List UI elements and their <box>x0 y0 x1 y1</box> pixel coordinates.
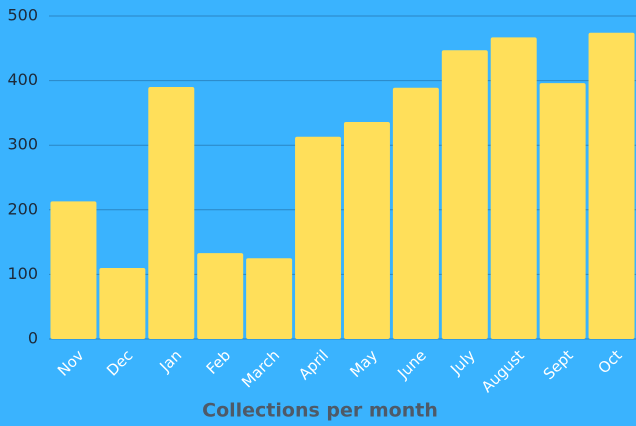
bar <box>295 136 342 339</box>
bar <box>148 87 195 339</box>
y-tick-label: 500 <box>7 6 38 25</box>
bar <box>99 267 146 339</box>
bar <box>441 50 488 339</box>
bar <box>246 258 293 339</box>
bar <box>197 253 244 339</box>
y-tick-label: 100 <box>7 264 38 283</box>
bar <box>392 87 439 340</box>
y-tick-label: 200 <box>7 199 38 218</box>
y-tick-label: 0 <box>28 329 38 348</box>
y-tick-label: 300 <box>7 135 38 154</box>
bar <box>50 201 97 339</box>
x-axis-title: Collections per month <box>202 400 438 422</box>
bar <box>490 37 537 340</box>
y-tick-label: 400 <box>7 70 38 89</box>
bar <box>539 83 586 340</box>
bar <box>588 32 635 340</box>
bar <box>343 121 390 339</box>
